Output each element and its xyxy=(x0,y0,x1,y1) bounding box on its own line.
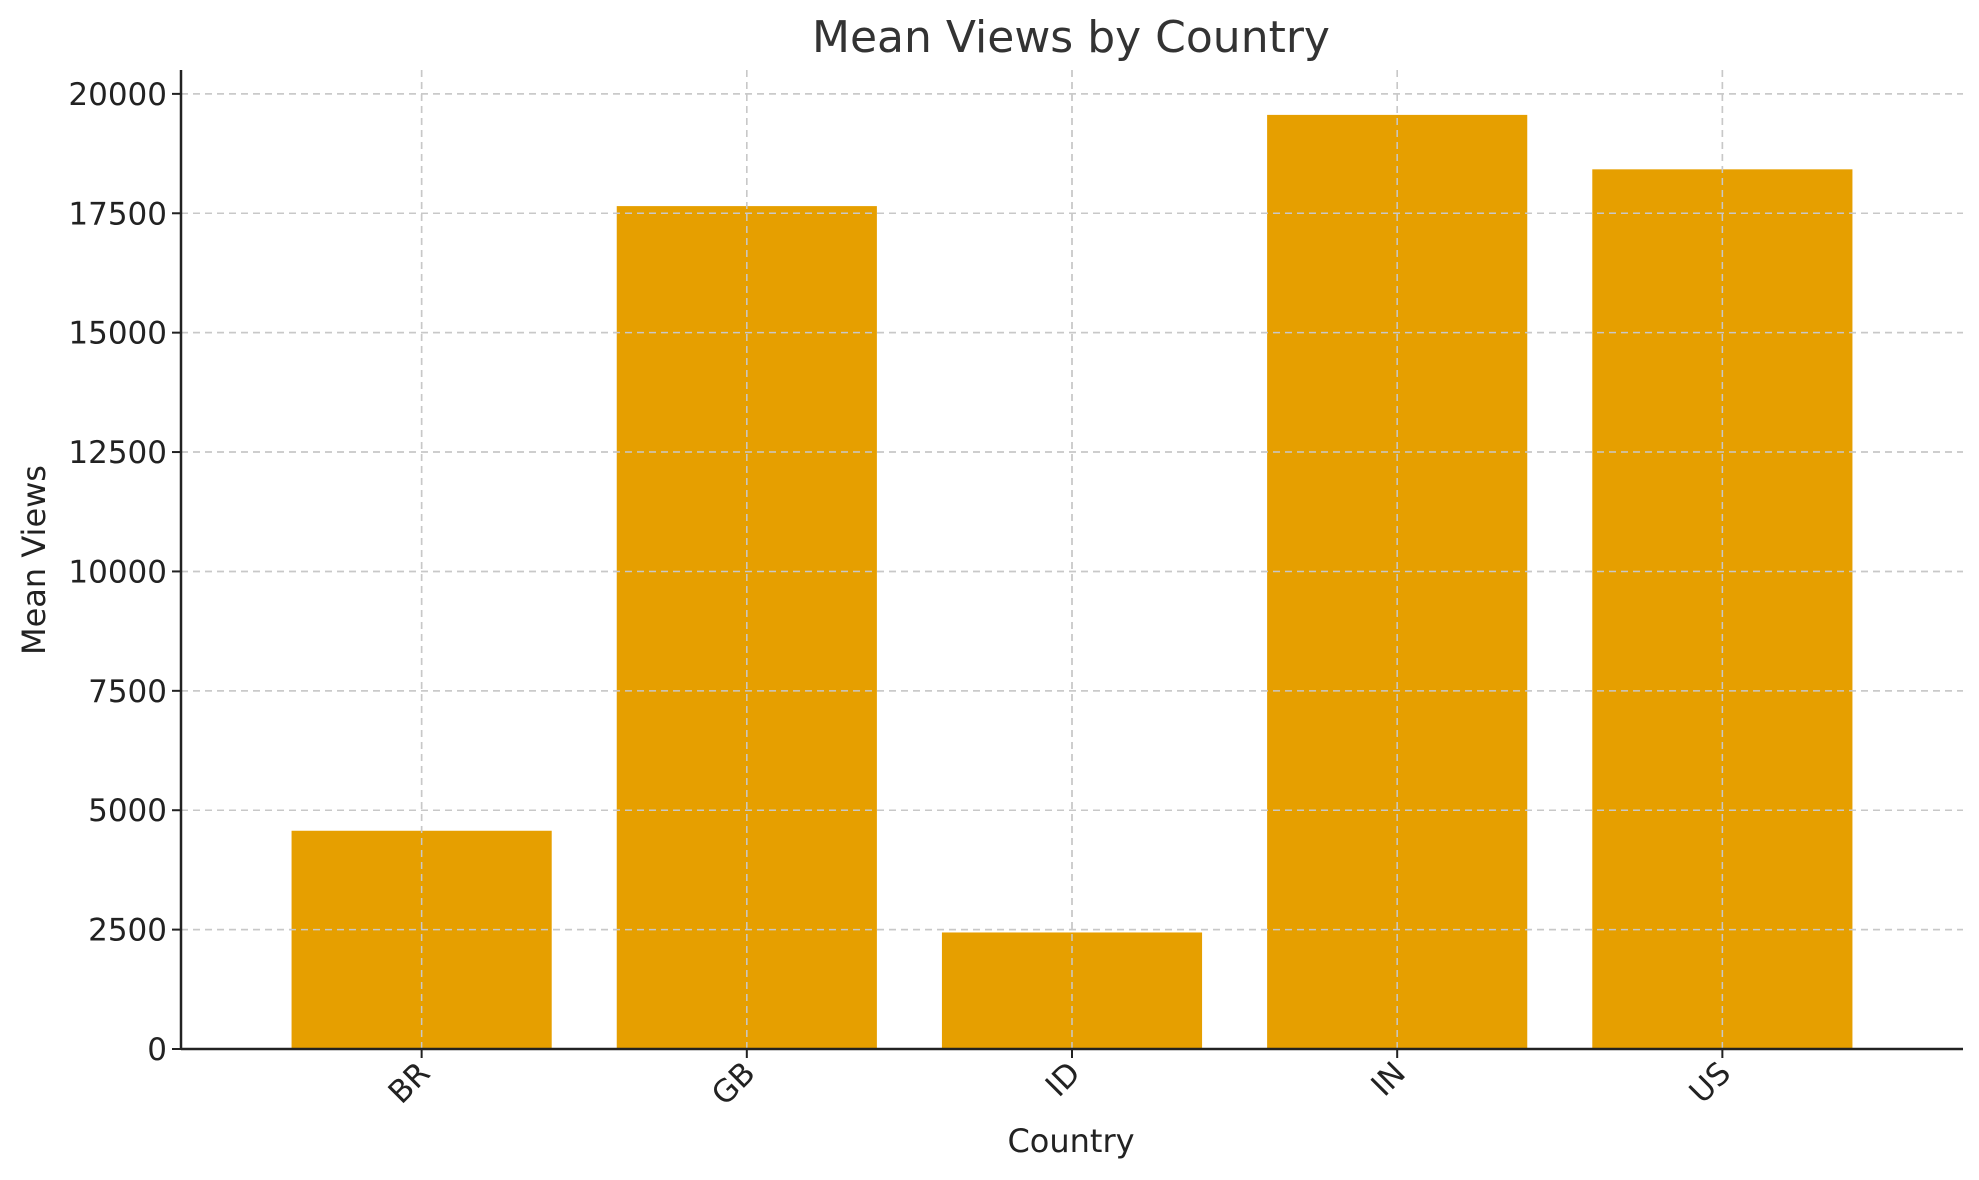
x-tick-label-in: IN xyxy=(1365,1055,1413,1103)
label-layer: Mean Views by Country Country Mean Views xyxy=(15,12,1330,1160)
y-axis-label: Mean Views xyxy=(15,465,53,655)
y-tick-label: 10000 xyxy=(68,554,167,590)
x-tick-label-gb: GB xyxy=(705,1055,762,1112)
y-tick-label: 12500 xyxy=(68,435,167,471)
y-tick-label: 2500 xyxy=(88,913,167,949)
x-tick-label-br: BR xyxy=(382,1055,438,1111)
chart-title: Mean Views by Country xyxy=(812,12,1330,63)
bar-in xyxy=(1267,114,1528,1049)
y-tick-label: 5000 xyxy=(88,793,167,829)
y-tick-label: 20000 xyxy=(68,77,167,113)
y-tick-label: 7500 xyxy=(88,674,167,710)
y-tick-label: 0 xyxy=(147,1032,167,1068)
x-tick-label-us: US xyxy=(1683,1055,1738,1110)
axis-layer: 0 2500 5000 7500 10000 12500 15000 17500 20000 BR… xyxy=(68,70,1963,1113)
x-axis-label: Country xyxy=(1007,1122,1134,1160)
y-tick-label: 17500 xyxy=(68,196,167,232)
y-tick-label: 15000 xyxy=(68,316,167,352)
bar-layer xyxy=(181,70,1963,1050)
x-tick-label-id: ID xyxy=(1039,1055,1088,1104)
